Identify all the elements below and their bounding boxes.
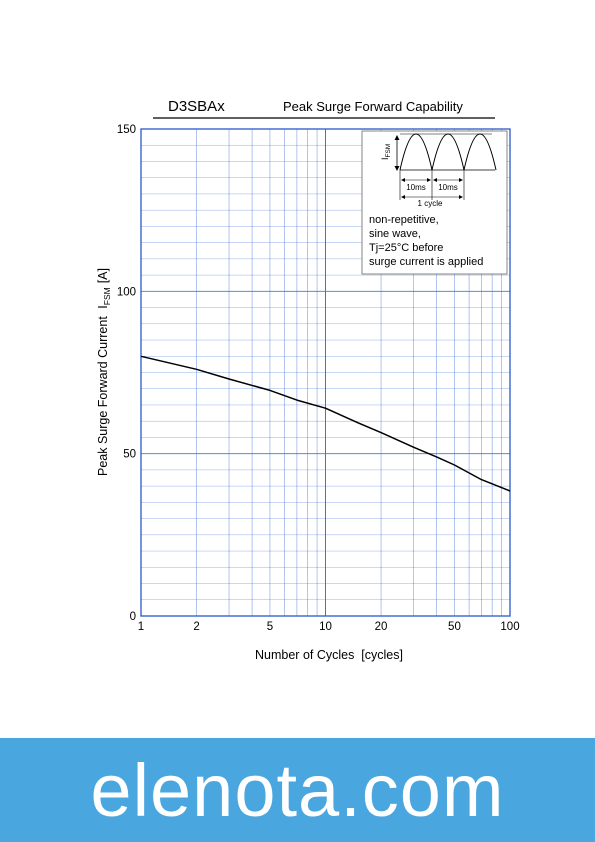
inset-box: IFSM 10ms 10ms 1 cycle non-repetitive, s… [361,130,508,275]
plot-frame [140,128,511,617]
inset-symbol-main: I [380,157,390,160]
y-axis-label-gap [96,313,110,316]
chart-title: Peak Surge Forward Capability [283,99,463,114]
surge-curve [140,355,511,492]
surge-chart: D3SBAx Peak Surge Forward Capability 1 2 5… [96,98,520,662]
inset-note-2: sine wave, [369,228,421,240]
y-axis-unit: [A] [96,268,110,283]
y-tick-label: 100 [117,286,136,298]
y-tick-label: 150 [117,124,136,136]
x-tick-label: 100 [500,621,519,633]
x-tick-label: 50 [448,621,461,633]
inset-symbol: IFSM [380,144,392,160]
footer-watermark[interactable]: elenota.com [90,749,505,832]
x-axis-label: Number of Cycles [cycles] [255,648,403,662]
y-tick-label: 50 [123,449,136,461]
tick-labels: 1 2 5 10 20 50 100 0 50 100 150 [117,124,520,633]
inset-note-4: surge current is applied [369,256,483,268]
inset-arrow-up-icon [394,135,400,140]
inset-note-3: Tj=25°C before [369,242,443,254]
series-line [140,355,511,492]
y-axis-label-main: Peak Surge Forward Current [96,316,110,476]
y-axis-subscript: FSM [102,287,112,305]
x-tick-label: 1 [138,621,144,633]
inset-symbol-sub: FSM [385,144,392,158]
y-tick-label: 0 [130,611,136,623]
inset-period: 1 cycle [418,199,443,208]
grid [140,128,511,617]
x-tick-label: 5 [267,621,273,633]
inset-frame [361,130,508,275]
y-axis-symbol: I [96,305,110,308]
x-tick-label: 20 [375,621,388,633]
inset-sine-wave [399,133,497,171]
footer-band [0,738,595,842]
part-number: D3SBAx [168,98,225,115]
y-axis-label: Peak Surge Forward Current IFSM [A] [96,268,112,476]
inset-interval-1: 10ms [406,183,426,192]
inset-arrow-down-icon [394,166,400,171]
inset-note-1: non-repetitive, [369,214,439,226]
x-tick-label: 10 [319,621,332,633]
x-tick-label: 2 [193,621,199,633]
inset-interval-2: 10ms [438,183,458,192]
